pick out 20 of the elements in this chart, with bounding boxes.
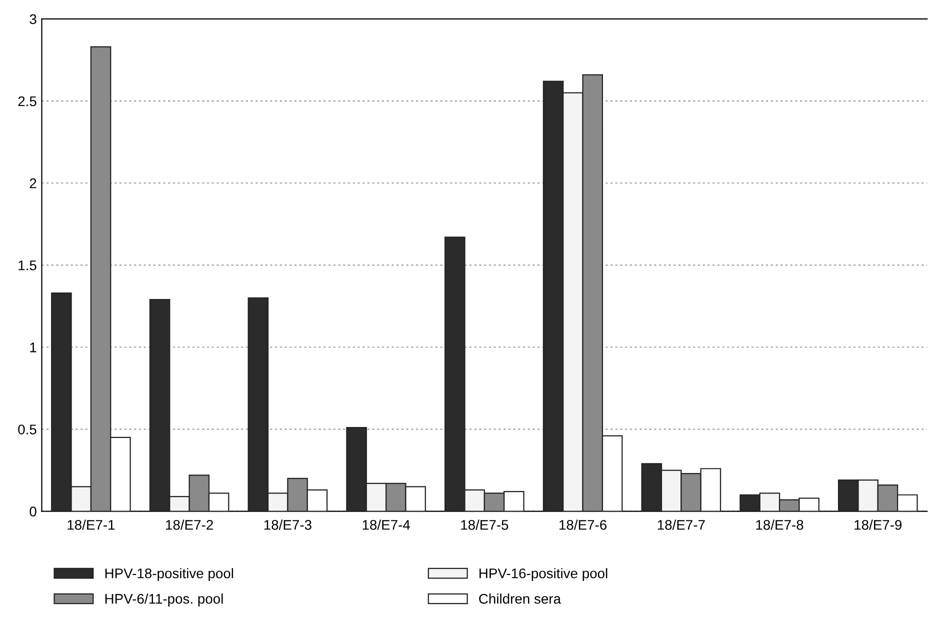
legend-label: HPV-6/11-pos. pool — [105, 594, 223, 606]
x-tick-label: 18/E7-1 — [68, 520, 115, 530]
legend-label: HPV-16-positive pool — [480, 568, 608, 582]
x-tick-label: 18/E7-7 — [658, 520, 705, 530]
x-tick-label: 18/E7-6 — [560, 520, 606, 530]
y-tick-label: 2.5 — [18, 96, 36, 106]
x-tick-label: 18/E7-3 — [264, 520, 312, 530]
y-tick-label: 1.5 — [18, 260, 36, 270]
y-tick-label: 2 — [30, 178, 36, 188]
x-tick-label: 18/E7-9 — [854, 520, 902, 530]
legend-label: Children sera — [479, 594, 561, 604]
x-tick-label: 18/E7-4 — [362, 520, 410, 530]
x-tick-label: 18/E7-8 — [756, 520, 804, 530]
legend-label: HPV-18-positive pool — [105, 568, 234, 582]
x-tick-label: 18/E7-2 — [166, 520, 213, 530]
y-tick-label: 1 — [30, 342, 36, 352]
x-tick-label: 18/E7-5 — [461, 520, 508, 530]
y-tick-label: 0.5 — [18, 424, 36, 434]
y-tick-label: 0 — [30, 506, 36, 516]
y-tick-label: 3 — [30, 14, 36, 24]
